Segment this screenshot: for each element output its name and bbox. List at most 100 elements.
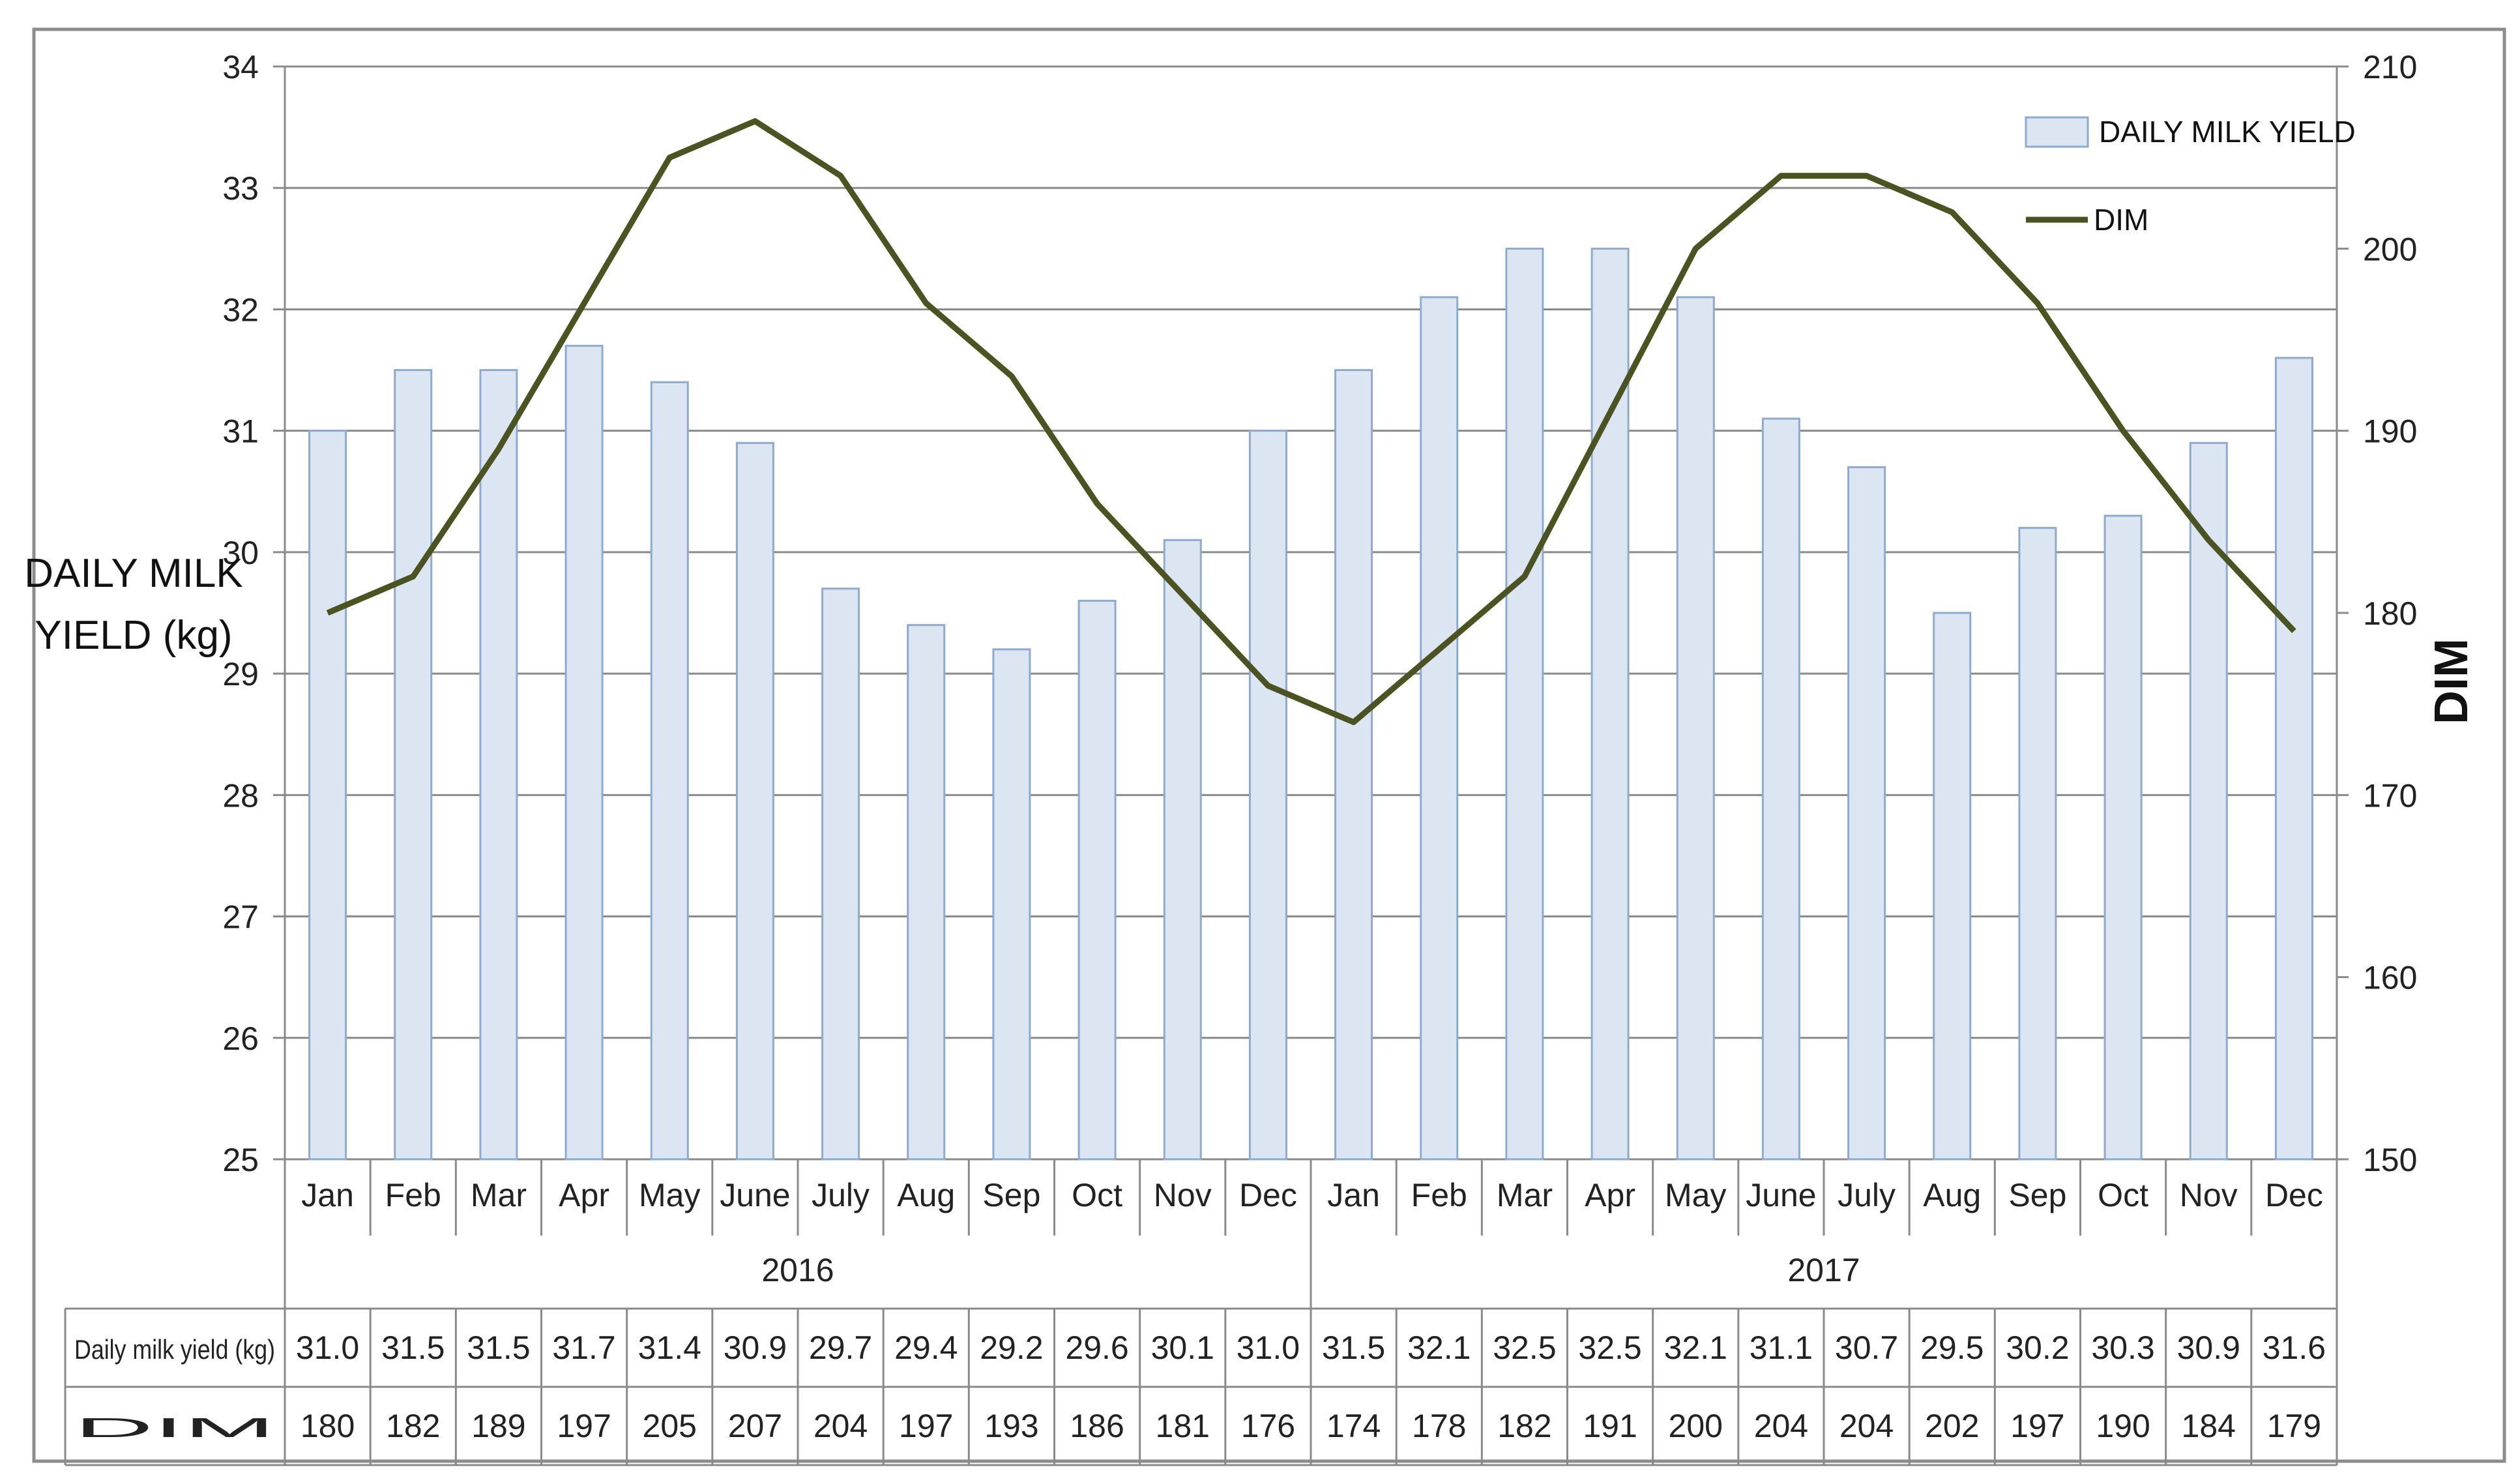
bar — [394, 369, 433, 1161]
bar — [308, 430, 347, 1161]
table-cell: 30.7 — [1835, 1329, 1898, 1366]
table-cell: 204 — [1754, 1408, 1808, 1444]
outer-frame — [32, 27, 2506, 1463]
x-tick-label: July — [1838, 1177, 1896, 1213]
table-cell: 31.5 — [1322, 1329, 1385, 1366]
x-tick-label: Feb — [385, 1177, 441, 1213]
table-cell: 31.5 — [381, 1329, 445, 1366]
left-tick-label: 28 — [222, 777, 259, 814]
left-tick-label: 31 — [222, 413, 259, 450]
left-tick-label: 34 — [222, 49, 259, 85]
x-tick-label: Apr — [559, 1177, 609, 1213]
table-cell: 189 — [471, 1408, 525, 1444]
x-tick-label: Oct — [2098, 1177, 2148, 1213]
table-cell: 202 — [1925, 1408, 1979, 1444]
table-cell: 204 — [1839, 1408, 1894, 1444]
x-tick-label: Feb — [1411, 1177, 1467, 1213]
x-tick-label: Dec — [1239, 1177, 1297, 1213]
table-cell: 31.7 — [552, 1329, 615, 1366]
table-cell: 29.4 — [894, 1329, 958, 1366]
table-cell: 186 — [1070, 1408, 1124, 1444]
bar — [907, 624, 946, 1161]
table-cell: 29.7 — [809, 1329, 872, 1366]
legend-line-label: DIM — [2094, 203, 2148, 237]
y-axis-title-line1: DAILY MILK — [24, 551, 242, 596]
bar — [1420, 296, 1459, 1161]
right-tick-label: 180 — [2363, 595, 2417, 632]
table-row-label: Daily milk yield (kg) — [74, 1334, 275, 1365]
left-tick-label: 29 — [222, 656, 259, 692]
table-cell: 200 — [1669, 1408, 1723, 1444]
bar — [1077, 599, 1117, 1161]
table-cell: 174 — [1326, 1408, 1381, 1444]
table-cell: 32.5 — [1578, 1329, 1641, 1366]
table-cell: 207 — [728, 1408, 782, 1444]
table-cell: 30.9 — [724, 1329, 787, 1366]
table-cell: 184 — [2182, 1408, 2236, 1444]
bar — [650, 381, 689, 1161]
table-cell: 180 — [300, 1408, 355, 1444]
table-cell: 204 — [813, 1408, 868, 1444]
bar — [821, 587, 860, 1161]
bar — [1847, 466, 1886, 1161]
table-cell: 31.0 — [296, 1329, 359, 1366]
right-tick-label: 200 — [2363, 231, 2417, 267]
table-cell: 29.2 — [980, 1329, 1043, 1366]
bar — [2189, 441, 2228, 1161]
x-tick-label: Mar — [1497, 1177, 1553, 1213]
left-tick-label: 32 — [222, 291, 259, 328]
x-tick-label: Jan — [1327, 1177, 1380, 1213]
left-tick-label: 30 — [222, 535, 259, 571]
bar — [1248, 430, 1287, 1161]
bar — [1676, 296, 1715, 1161]
y-axis-title-line2: YIELD (kg) — [35, 613, 232, 658]
x-tick-label: Oct — [1072, 1177, 1122, 1213]
table-cell: 30.2 — [2006, 1329, 2069, 1366]
bar — [2103, 514, 2143, 1161]
table-cell: 179 — [2267, 1408, 2321, 1444]
x-tick-label: Mar — [471, 1177, 527, 1213]
bar — [1590, 247, 1630, 1161]
table-cell: 178 — [1412, 1408, 1466, 1444]
left-tick-label: 27 — [222, 899, 259, 936]
x-tick-label: Aug — [897, 1177, 955, 1213]
bar — [564, 344, 604, 1161]
bar — [2274, 357, 2313, 1161]
table-cell: 31.0 — [1237, 1329, 1300, 1366]
x-tick-label: Nov — [1154, 1177, 1212, 1213]
right-tick-label: 210 — [2363, 49, 2417, 85]
table-cell: 31.1 — [1750, 1329, 1813, 1366]
bar — [1505, 247, 1544, 1161]
x-tick-label: Dec — [2265, 1177, 2323, 1213]
bar — [735, 441, 774, 1161]
table-cell: 176 — [1241, 1408, 1295, 1444]
right-tick-label: 190 — [2363, 413, 2417, 450]
table-cell: 31.4 — [638, 1329, 701, 1366]
table-cell: 31.5 — [467, 1329, 530, 1366]
x-tick-label: Sep — [2008, 1177, 2066, 1213]
table-cell: 30.1 — [1151, 1329, 1214, 1366]
table-cell: 197 — [2010, 1408, 2064, 1444]
table-cell: 31.6 — [2263, 1329, 2326, 1366]
table-cell: 197 — [557, 1408, 611, 1444]
legend-bar-label: DAILY MILK YIELD — [2099, 115, 2356, 149]
table-cell: 32.1 — [1407, 1329, 1471, 1366]
year-label: 2016 — [761, 1252, 834, 1288]
y2-axis-title: DIM — [2425, 638, 2478, 724]
x-tick-label: Sep — [982, 1177, 1040, 1213]
table-cell: 29.5 — [1920, 1329, 1984, 1366]
table-cell: 182 — [386, 1408, 440, 1444]
x-tick-label: Apr — [1585, 1177, 1635, 1213]
table-row-label: DIM — [74, 1412, 275, 1443]
table-cell: 29.6 — [1065, 1329, 1128, 1366]
left-tick-label: 25 — [222, 1142, 259, 1178]
left-tick-label: 33 — [222, 170, 259, 207]
table-cell: 30.3 — [2091, 1329, 2154, 1366]
bar — [1334, 369, 1373, 1161]
bar — [992, 648, 1031, 1161]
right-tick-label: 150 — [2363, 1142, 2417, 1178]
table-cell: 30.9 — [2177, 1329, 2240, 1366]
x-tick-label: Aug — [1923, 1177, 1981, 1213]
x-tick-label: June — [1746, 1177, 1816, 1213]
